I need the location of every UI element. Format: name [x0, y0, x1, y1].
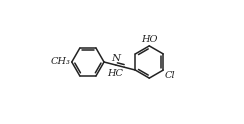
Text: HO: HO	[141, 35, 158, 44]
Text: CH₃: CH₃	[51, 58, 70, 66]
Text: HC: HC	[107, 69, 123, 78]
Text: Cl: Cl	[165, 71, 175, 80]
Text: N: N	[111, 54, 121, 63]
